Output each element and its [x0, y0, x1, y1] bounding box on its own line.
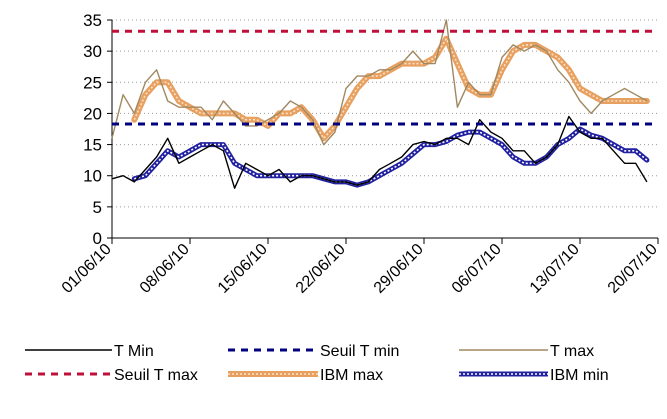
legend: T Min Seuil T min T max Seuil T max IBM max I… [25, 343, 609, 384]
y-tick-label: 0 [93, 229, 102, 248]
legend-label: T max [550, 343, 594, 360]
legend-item-seuil-t-max: Seuil T max [25, 367, 198, 384]
y-tick-label: 30 [83, 42, 102, 61]
x-tick-label: 15/06/10 [215, 241, 271, 297]
x-tick-label: 22/06/10 [293, 241, 349, 297]
x-tick-label: 20/07/10 [605, 241, 661, 297]
legend-item-t-max: T max [459, 343, 594, 360]
x-axis: 01/06/10 08/06/10 15/06/10 22/06/10 29/06/10… [59, 237, 661, 297]
x-tick-label: 06/07/10 [449, 241, 505, 297]
x-tick-label: 29/06/10 [371, 241, 427, 297]
t-min-line [111, 115, 648, 189]
legend-item-t-min: T Min [25, 343, 154, 360]
x-tick-label: 13/07/10 [527, 241, 583, 297]
y-tick-label: 35 [83, 11, 102, 30]
y-tick-label: 20 [83, 104, 102, 123]
y-tick-label: 15 [83, 136, 102, 155]
x-tick-label: 01/06/10 [59, 241, 115, 297]
legend-label: IBM min [550, 367, 609, 384]
y-tick-label: 10 [83, 167, 102, 186]
y-tick-label: 25 [83, 73, 102, 92]
legend-label: T Min [114, 343, 154, 360]
ibm-min-line-beads [134, 128, 648, 186]
x-tick-label: 08/06/10 [137, 241, 193, 297]
legend-label: IBM max [320, 367, 383, 384]
legend-item-ibm-max: IBM max [228, 367, 383, 384]
legend-item-ibm-min: IBM min [459, 367, 609, 384]
legend-label: Seuil T min [320, 343, 399, 360]
legend-item-seuil-t-min: Seuil T min [228, 343, 399, 360]
series-lines [111, 19, 658, 189]
y-tick-label: 5 [93, 198, 102, 217]
legend-label: Seuil T max [114, 367, 198, 384]
y-axis: 0 5 10 15 20 25 30 35 [83, 11, 113, 248]
gridlines [112, 19, 658, 208]
t-max-line [111, 19, 648, 146]
